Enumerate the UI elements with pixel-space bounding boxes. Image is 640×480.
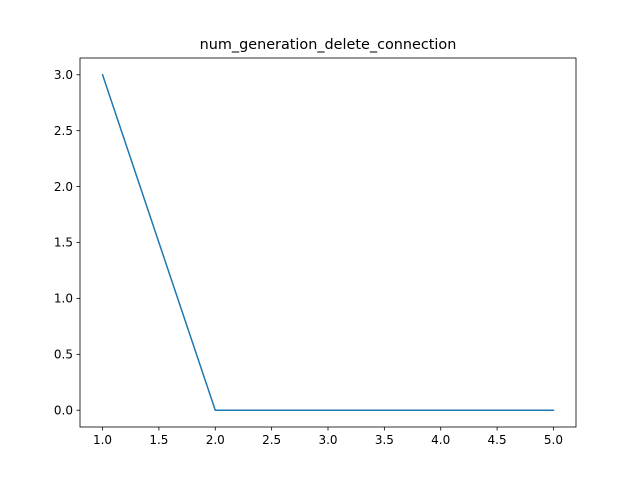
series-line-0 [101, 73, 555, 411]
y-tick-label: 0.0 [54, 403, 73, 417]
x-axis: 1.0 1.5 2.0 2.5 3.0 3.5 4.0 4.5 5.0 [93, 427, 563, 447]
y-tick-label: 1.0 [54, 292, 73, 306]
series-layer [101, 73, 555, 411]
chart-title: num_generation_delete_connection [200, 37, 457, 53]
plot-frame [79, 57, 577, 428]
x-tick-label: 3.0 [318, 433, 337, 447]
x-tick-label: 1.5 [149, 433, 168, 447]
y-tick-label: 0.5 [54, 348, 73, 362]
x-tick-label: 4.5 [488, 433, 507, 447]
x-tick-label: 4.0 [431, 433, 450, 447]
x-tick-label: 2.5 [262, 433, 281, 447]
y-tick-label: 2.0 [54, 180, 73, 194]
x-tick-label: 1.0 [93, 433, 112, 447]
x-tick-label: 2.0 [206, 433, 225, 447]
y-axis: 0.0 0.5 1.0 1.5 2.0 2.5 3.0 [54, 68, 80, 417]
x-tick-label: 3.5 [375, 433, 394, 447]
y-tick-label: 3.0 [54, 68, 73, 82]
y-tick-label: 1.5 [54, 236, 73, 250]
plot-area: 1.0 1.5 2.0 2.5 3.0 3.5 4.0 4.5 5.0 0.0 0.5 1.0 1.5… [54, 57, 577, 447]
x-tick-label: 5.0 [544, 433, 563, 447]
y-tick-label: 2.5 [54, 124, 73, 138]
